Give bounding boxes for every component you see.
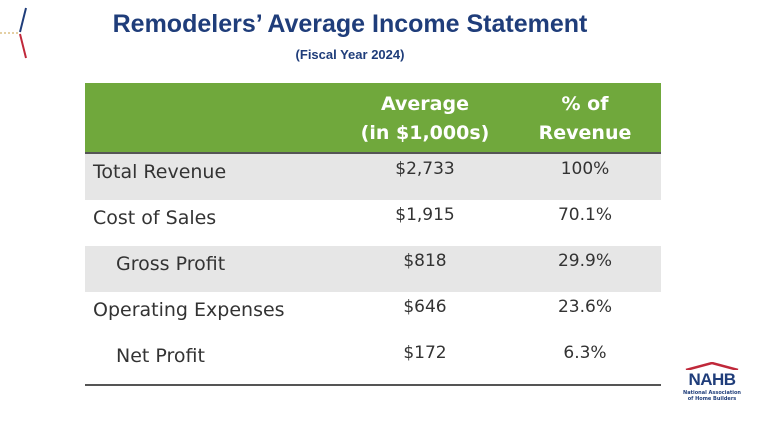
title: Remodelers’ Average Income Statement [112, 10, 588, 38]
table-body: Total Revenue $2,733 100% Cost of Sales $1,9… [85, 154, 661, 386]
cell-value: 23.6% [557, 297, 612, 317]
cell-value: 100% [560, 159, 610, 179]
cell-value: 6.3% [563, 343, 607, 363]
cell-value: $646 [403, 297, 447, 317]
logo-text: National Association [683, 390, 741, 396]
logo-name: NAHB [688, 370, 736, 389]
row-label: Cost of Sales [93, 207, 217, 229]
row-label: Operating Expenses [93, 299, 285, 321]
column-header: % of Revenue [515, 90, 655, 148]
table-row: Operating Expenses $646 23.6% [85, 292, 661, 338]
header-line: (in $1,000s) [360, 122, 490, 144]
header-line: Revenue [538, 122, 632, 144]
column-header: Average (in $1,000s) [355, 90, 495, 148]
logo-roof [685, 362, 739, 370]
table-row: Total Revenue $2,733 100% [85, 154, 661, 200]
subtitle: (Fiscal Year 2024) [295, 47, 405, 62]
header-line: % of [561, 93, 609, 115]
row-label: Gross Profit [116, 253, 226, 275]
cell-value: 29.9% [557, 251, 612, 271]
table-row: Gross Profit $818 29.9% [85, 246, 661, 292]
decoration [0, 7, 27, 59]
row-label: Net Profit [116, 345, 205, 367]
cell-value: $818 [403, 251, 447, 271]
table-row: Net Profit $172 6.3% [85, 338, 661, 386]
row-label: Total Revenue [93, 161, 227, 183]
cell-value: $2,733 [395, 159, 455, 179]
table-header: Average (in $1,000s) % of Revenue [85, 83, 661, 154]
cell-value: 70.1% [557, 205, 612, 225]
logo: NAHB National Association of Home Builde… [676, 362, 748, 402]
cell-value: $172 [403, 343, 447, 363]
cell-value: $1,915 [395, 205, 455, 225]
header-line: Average [381, 93, 469, 115]
table: Average (in $1,000s) % of Revenue Total … [85, 83, 661, 386]
logo-text: of Home Builders [687, 396, 737, 402]
table-row: Cost of Sales $1,915 70.1% [85, 200, 661, 246]
